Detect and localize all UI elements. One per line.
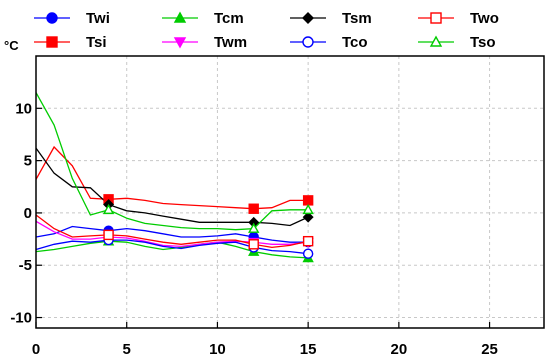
- y-tick-label: -5: [19, 257, 32, 274]
- legend-item-tso: Tso: [418, 34, 496, 51]
- series-lines: [35, 92, 309, 259]
- x-tick-label: 20: [391, 341, 408, 358]
- series-markers: [102, 194, 314, 263]
- y-axis-unit-label: °C: [4, 38, 19, 53]
- legend-item-tcm: Tcm: [162, 10, 244, 27]
- series-line-twm: [35, 220, 309, 248]
- data-point-tsm: [302, 211, 314, 223]
- legend-label: Tso: [470, 34, 496, 51]
- legend-label: Two: [470, 10, 499, 27]
- legend-item-twi: Twi: [34, 10, 110, 27]
- data-point-tsi: [248, 203, 259, 214]
- legend-swatch-marker: [46, 36, 58, 48]
- series-line-tsi: [35, 145, 309, 210]
- series-line-twi: [35, 225, 309, 243]
- series-line-tso: [35, 92, 309, 231]
- data-point-tso: [302, 203, 314, 215]
- legend-label: Twi: [86, 10, 110, 27]
- series-line-tcm: [35, 240, 309, 259]
- y-tick-label: 0: [24, 205, 32, 222]
- plot-area-border: [35, 55, 545, 329]
- y-tick-label: 5: [24, 153, 32, 170]
- legend-item-two: Two: [418, 10, 499, 27]
- data-point-tco: [302, 248, 314, 259]
- legend-label: Tcm: [214, 10, 244, 27]
- x-tick-label: 25: [481, 341, 498, 358]
- series-line-tco: [35, 239, 309, 255]
- y-tick-label: 10: [15, 100, 32, 117]
- legend-swatch-marker: [430, 12, 442, 24]
- legend-label: Tco: [342, 34, 368, 51]
- grid: [36, 56, 544, 328]
- legend-swatch-marker: [173, 11, 187, 23]
- legend-label: Twm: [214, 34, 247, 51]
- legend-item-tsm: Tsm: [290, 10, 372, 27]
- data-point-two: [302, 235, 314, 247]
- x-tick-label: 10: [209, 341, 226, 358]
- plot-frame: [35, 55, 545, 329]
- legend-item-tco: Tco: [290, 34, 368, 51]
- data-point-tsi: [302, 195, 314, 206]
- legend-label: Tsm: [342, 10, 372, 27]
- legend-item-twm: Twm: [162, 34, 247, 51]
- data-point-two: [248, 239, 259, 250]
- x-tick-label: 5: [123, 341, 131, 358]
- data-point-tso: [102, 203, 115, 215]
- legend-item-tsi: Tsi: [34, 34, 107, 51]
- x-tick-label: 15: [300, 341, 317, 358]
- x-tick-label: 0: [32, 341, 40, 358]
- legend-swatch-marker: [173, 37, 187, 49]
- y-tick-label: -10: [10, 310, 32, 327]
- data-point-two: [103, 229, 114, 241]
- legend-swatch-marker: [429, 35, 443, 47]
- series-line-tsm: [35, 147, 309, 227]
- legend-label: Tsi: [86, 34, 107, 51]
- legend-swatch-marker: [46, 12, 58, 24]
- legend: Twi Tcm Tsm Two Tsi Twm Tco Tso: [34, 10, 499, 51]
- legend-swatch-marker: [302, 36, 314, 48]
- axes: 0 5 10 15 20 25 -10 -5 0 5 10: [10, 100, 498, 358]
- legend-swatch-marker: [302, 12, 314, 24]
- series-line-two: [35, 214, 309, 249]
- data-point-tso: [248, 222, 260, 233]
